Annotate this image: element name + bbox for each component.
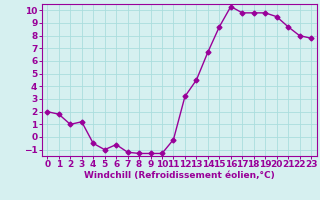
X-axis label: Windchill (Refroidissement éolien,°C): Windchill (Refroidissement éolien,°C): [84, 171, 275, 180]
